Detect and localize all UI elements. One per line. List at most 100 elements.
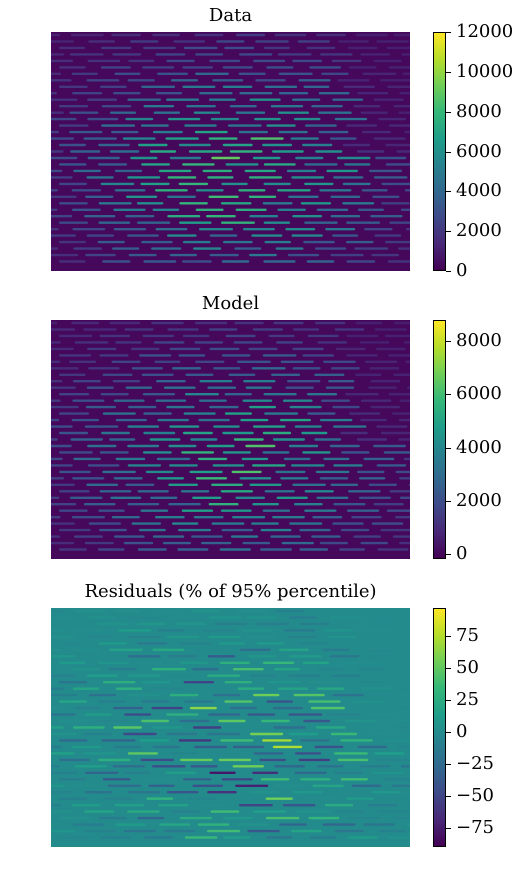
order-segment	[357, 208, 384, 211]
order-segment	[308, 816, 340, 820]
order-segment	[100, 66, 131, 69]
order-segment	[365, 648, 393, 651]
order-segment	[282, 399, 313, 402]
order-segment	[74, 765, 107, 768]
order-segment	[363, 457, 395, 461]
tick-mark	[446, 447, 451, 449]
order-segment	[309, 681, 341, 684]
order-segment	[51, 418, 60, 422]
order-segment	[318, 92, 350, 95]
order-segment	[99, 528, 127, 532]
order-segment	[51, 784, 65, 787]
order-segment	[208, 503, 239, 506]
order-segment	[400, 765, 410, 768]
order-segment	[191, 535, 223, 538]
order-segment	[198, 418, 230, 422]
order-segment	[166, 405, 195, 409]
order-segment	[387, 260, 410, 263]
order-segment	[131, 522, 161, 525]
order-segment	[272, 745, 303, 749]
order-segment	[59, 163, 87, 166]
order-segment	[51, 386, 76, 389]
order-segment	[100, 836, 131, 839]
order-segment	[315, 321, 346, 325]
order-segment	[86, 79, 120, 82]
order-segment	[152, 535, 185, 538]
order-segment	[170, 752, 198, 755]
order-segment	[370, 635, 402, 639]
order-segment	[184, 124, 217, 127]
order-segment	[87, 464, 120, 467]
order-segment	[190, 765, 218, 768]
order-segment	[302, 143, 333, 147]
order-segment	[86, 234, 114, 237]
order-segment	[333, 464, 363, 467]
order-segment	[304, 490, 334, 493]
tick-label: −75	[456, 816, 494, 838]
order-segment	[195, 477, 228, 480]
order-segment	[71, 321, 100, 325]
order-segment	[299, 528, 331, 532]
order-segment	[262, 509, 291, 512]
order-segment	[302, 661, 329, 664]
order-segment	[395, 700, 410, 703]
order-segment	[84, 425, 119, 428]
order-segment	[249, 253, 277, 257]
order-segment	[235, 609, 268, 613]
order-segment	[351, 516, 382, 519]
order-segment	[252, 503, 279, 506]
order-segment	[346, 221, 380, 224]
order-segment	[88, 522, 121, 525]
order-segment	[383, 661, 410, 664]
order-segment	[170, 79, 198, 82]
order-segment	[113, 609, 141, 613]
order-segment	[292, 483, 326, 486]
order-segment	[353, 706, 385, 710]
order-segment	[209, 771, 236, 774]
order-segment	[372, 674, 405, 677]
order-segment	[140, 509, 169, 512]
order-segment	[51, 503, 77, 506]
order-segment	[127, 79, 155, 82]
order-segment	[324, 804, 354, 807]
order-segment	[179, 221, 212, 224]
order-segment	[182, 66, 213, 69]
order-segment	[141, 240, 173, 244]
order-segment	[360, 418, 387, 422]
order-segment	[320, 53, 353, 56]
order-segment	[216, 40, 245, 43]
order-segment	[51, 629, 65, 632]
residuals-title: Residuals (% of 95% percentile)	[84, 581, 377, 602]
model-heatmap	[51, 320, 410, 559]
order-segment	[185, 393, 219, 396]
order-segment	[368, 616, 396, 619]
order-segment	[167, 234, 197, 237]
order-segment	[368, 386, 397, 389]
residuals-heatmap	[51, 608, 410, 847]
order-segment	[72, 380, 101, 383]
order-segment	[262, 451, 290, 454]
order-segment	[123, 829, 157, 833]
tick-mark	[446, 191, 451, 193]
order-segment	[329, 616, 362, 619]
order-segment	[72, 477, 105, 480]
order-segment	[373, 176, 408, 179]
order-segment	[223, 836, 251, 839]
order-segment	[152, 208, 180, 211]
order-segment	[98, 700, 127, 703]
order-segment	[172, 522, 199, 525]
model-colorbar	[433, 320, 446, 559]
order-segment	[86, 483, 119, 486]
order-segment	[85, 195, 114, 198]
order-segment	[51, 609, 64, 613]
order-segment	[51, 438, 58, 441]
order-segment	[309, 66, 342, 69]
order-segment	[342, 143, 371, 147]
order-segment	[72, 823, 105, 826]
order-segment	[391, 784, 410, 787]
order-segment	[355, 373, 382, 376]
order-segment	[243, 228, 275, 231]
order-segment	[332, 693, 364, 697]
order-segment	[344, 719, 377, 723]
order-segment	[197, 823, 230, 826]
